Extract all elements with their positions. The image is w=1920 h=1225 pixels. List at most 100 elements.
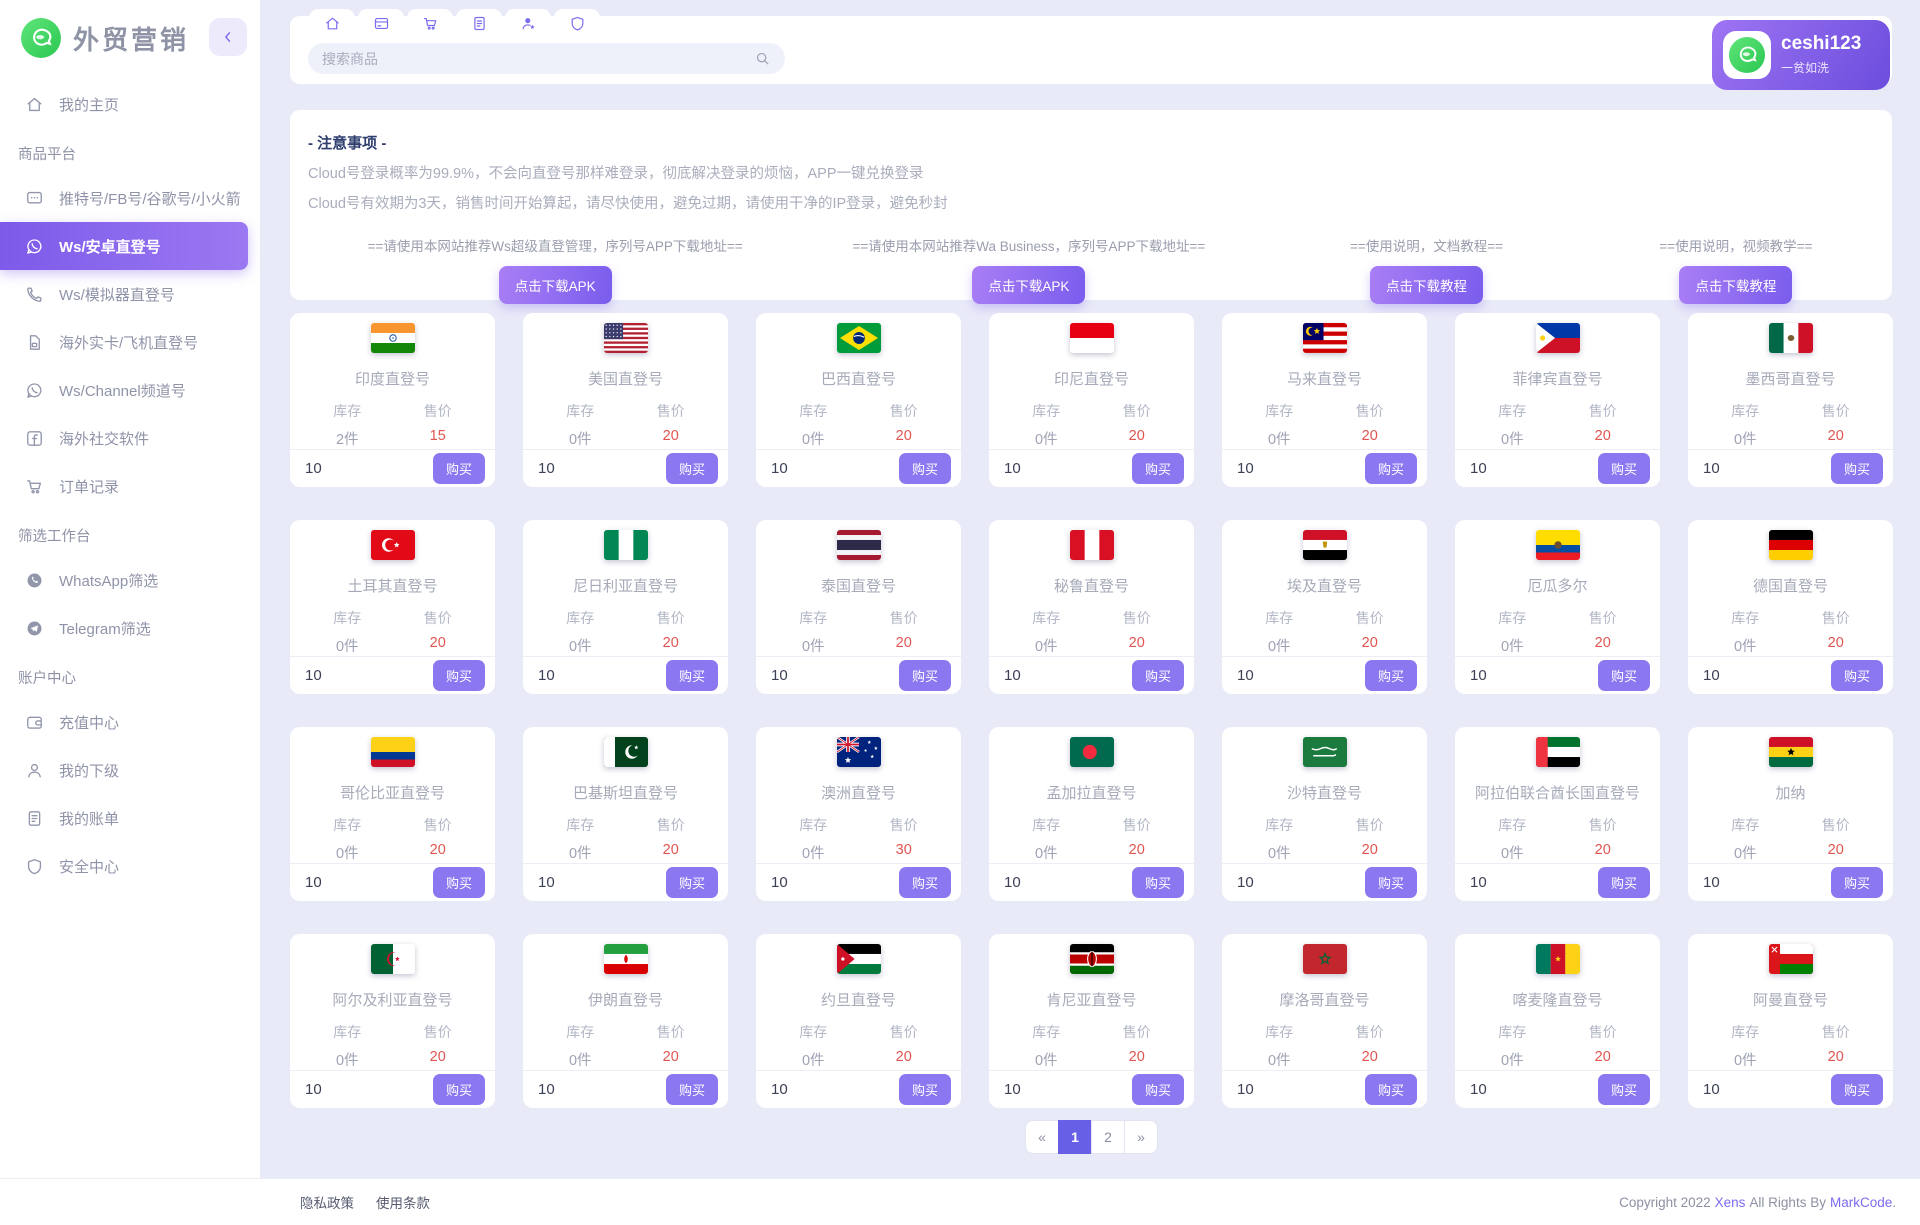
buy-button[interactable]: 购买 bbox=[898, 1074, 951, 1105]
buy-button[interactable]: 购买 bbox=[1830, 660, 1883, 691]
quantity-input[interactable] bbox=[1688, 460, 1748, 477]
header-tab-card[interactable] bbox=[358, 9, 404, 37]
header-tab-user-star[interactable] bbox=[505, 9, 551, 37]
search-input[interactable] bbox=[322, 50, 754, 67]
download-button[interactable]: 点击下载教程 bbox=[1370, 266, 1484, 304]
quantity-input[interactable] bbox=[989, 1081, 1049, 1098]
sidebar-item[interactable]: 我的主页 bbox=[0, 80, 248, 128]
quantity-input[interactable] bbox=[989, 460, 1049, 477]
price-value: 20 bbox=[429, 842, 446, 858]
sidebar-item[interactable]: 订单记录 bbox=[0, 462, 248, 510]
header-tab-bill[interactable] bbox=[456, 9, 502, 37]
quantity-input[interactable] bbox=[1455, 667, 1515, 684]
quantity-input[interactable] bbox=[523, 667, 583, 684]
header-tab-cart[interactable] bbox=[407, 9, 453, 37]
buy-button[interactable]: 购买 bbox=[665, 453, 718, 484]
buy-button[interactable]: 购买 bbox=[1364, 660, 1417, 691]
quantity-input[interactable] bbox=[290, 667, 350, 684]
sidebar-item[interactable]: 充值中心 bbox=[0, 698, 248, 746]
buy-button[interactable]: 购买 bbox=[665, 1074, 718, 1105]
quantity-input[interactable] bbox=[756, 460, 816, 477]
quantity-input[interactable] bbox=[290, 874, 350, 891]
cm-flag-image bbox=[1535, 944, 1580, 974]
quantity-input[interactable] bbox=[756, 1081, 816, 1098]
sidebar-item[interactable]: Ws/Channel频道号 bbox=[0, 366, 248, 414]
product-name: 澳洲直登号 bbox=[820, 785, 896, 802]
sidebar-collapse-button[interactable] bbox=[209, 18, 247, 56]
buy-button[interactable]: 购买 bbox=[432, 867, 485, 898]
sidebar-item[interactable]: WhatsApp筛选 bbox=[0, 556, 248, 604]
download-button[interactable]: 点击下载APK bbox=[972, 266, 1086, 304]
download-button[interactable]: 点击下载教程 bbox=[1679, 266, 1793, 304]
quantity-input[interactable] bbox=[756, 874, 816, 891]
quantity-input[interactable] bbox=[1455, 1081, 1515, 1098]
search-icon[interactable] bbox=[754, 50, 771, 67]
brand-link[interactable]: Xens bbox=[1714, 1194, 1746, 1210]
buy-button[interactable]: 购买 bbox=[1131, 660, 1184, 691]
buy-button[interactable]: 购买 bbox=[898, 453, 951, 484]
sidebar-item[interactable]: Ws/安卓直登号 bbox=[0, 222, 248, 270]
buy-button[interactable]: 购买 bbox=[432, 1074, 485, 1105]
footer-link[interactable]: 隐私政策 bbox=[300, 1196, 354, 1211]
stock-value: 0件 bbox=[1267, 1053, 1291, 1069]
quantity-input[interactable] bbox=[1222, 460, 1282, 477]
quantity-input[interactable] bbox=[1688, 667, 1748, 684]
sidebar-item[interactable]: 安全中心 bbox=[0, 842, 248, 890]
buy-button[interactable]: 购买 bbox=[1131, 1074, 1184, 1105]
download-label: ==使用说明，文档教程== bbox=[1350, 239, 1504, 254]
quantity-input[interactable] bbox=[1688, 874, 1748, 891]
quantity-input[interactable] bbox=[523, 874, 583, 891]
buy-button[interactable]: 购买 bbox=[1830, 1074, 1883, 1105]
user-profile-card[interactable]: ceshi123 一贫如洗 bbox=[1712, 20, 1890, 90]
buy-button[interactable]: 购买 bbox=[1364, 1074, 1417, 1105]
buy-button[interactable]: 购买 bbox=[1131, 453, 1184, 484]
sidebar-item[interactable]: 推特号/FB号/谷歌号/小火箭 bbox=[0, 174, 248, 222]
pagination-page-2[interactable]: 2 bbox=[1091, 1120, 1125, 1154]
download-button[interactable]: 点击下载APK bbox=[498, 266, 612, 304]
quantity-input[interactable] bbox=[989, 667, 1049, 684]
download-column: ==请使用本网站推荐Ws超级直登管理，序列号APP下载地址== 点击下载APK bbox=[308, 235, 802, 304]
buy-button[interactable]: 购买 bbox=[1364, 867, 1417, 898]
quantity-input[interactable] bbox=[290, 460, 350, 477]
quantity-input[interactable] bbox=[1222, 874, 1282, 891]
buy-button[interactable]: 购买 bbox=[898, 867, 951, 898]
pagination-next-button[interactable]: » bbox=[1124, 1120, 1158, 1154]
quantity-input[interactable] bbox=[290, 1081, 350, 1098]
buy-button[interactable]: 购买 bbox=[1830, 867, 1883, 898]
header-tab-shield[interactable] bbox=[554, 9, 600, 37]
quantity-input[interactable] bbox=[1222, 667, 1282, 684]
buy-button[interactable]: 购买 bbox=[898, 660, 951, 691]
buy-button[interactable]: 购买 bbox=[1364, 453, 1417, 484]
brand-link[interactable]: MarkCode bbox=[1829, 1194, 1893, 1210]
buy-button[interactable]: 购买 bbox=[1597, 453, 1650, 484]
sidebar-item[interactable]: 我的账单 bbox=[0, 794, 248, 842]
quantity-input[interactable] bbox=[1688, 1081, 1748, 1098]
buy-button[interactable]: 购买 bbox=[432, 453, 485, 484]
sidebar-item[interactable]: 我的下级 bbox=[0, 746, 248, 794]
sidebar-item[interactable]: 海外实卡/飞机直登号 bbox=[0, 318, 248, 366]
footer-link[interactable]: 使用条款 bbox=[376, 1196, 430, 1211]
header-tab-home[interactable] bbox=[309, 9, 355, 37]
quantity-input[interactable] bbox=[523, 460, 583, 477]
buy-button[interactable]: 购买 bbox=[1131, 867, 1184, 898]
buy-button[interactable]: 购买 bbox=[1597, 867, 1650, 898]
sidebar-item[interactable]: Ws/模拟器直登号 bbox=[0, 270, 248, 318]
pagination-page-1[interactable]: 1 bbox=[1058, 1120, 1092, 1154]
pagination-prev-button[interactable]: « bbox=[1025, 1120, 1059, 1154]
buy-button[interactable]: 购买 bbox=[665, 867, 718, 898]
quantity-input[interactable] bbox=[1455, 874, 1515, 891]
buy-button[interactable]: 购买 bbox=[665, 660, 718, 691]
quantity-input[interactable] bbox=[1222, 1081, 1282, 1098]
buy-button[interactable]: 购买 bbox=[432, 660, 485, 691]
buy-button[interactable]: 购买 bbox=[1830, 453, 1883, 484]
quantity-input[interactable] bbox=[756, 667, 816, 684]
quantity-input[interactable] bbox=[989, 874, 1049, 891]
sidebar-item[interactable]: Telegram筛选 bbox=[0, 604, 248, 652]
buy-button[interactable]: 购买 bbox=[1597, 660, 1650, 691]
sidebar-item[interactable]: 海外社交软件 bbox=[0, 414, 248, 462]
buy-button[interactable]: 购买 bbox=[1597, 1074, 1650, 1105]
quantity-input[interactable] bbox=[1455, 460, 1515, 477]
ae-flag-image bbox=[1535, 737, 1580, 767]
quantity-input[interactable] bbox=[523, 1081, 583, 1098]
price-label: 售价 bbox=[656, 610, 685, 626]
